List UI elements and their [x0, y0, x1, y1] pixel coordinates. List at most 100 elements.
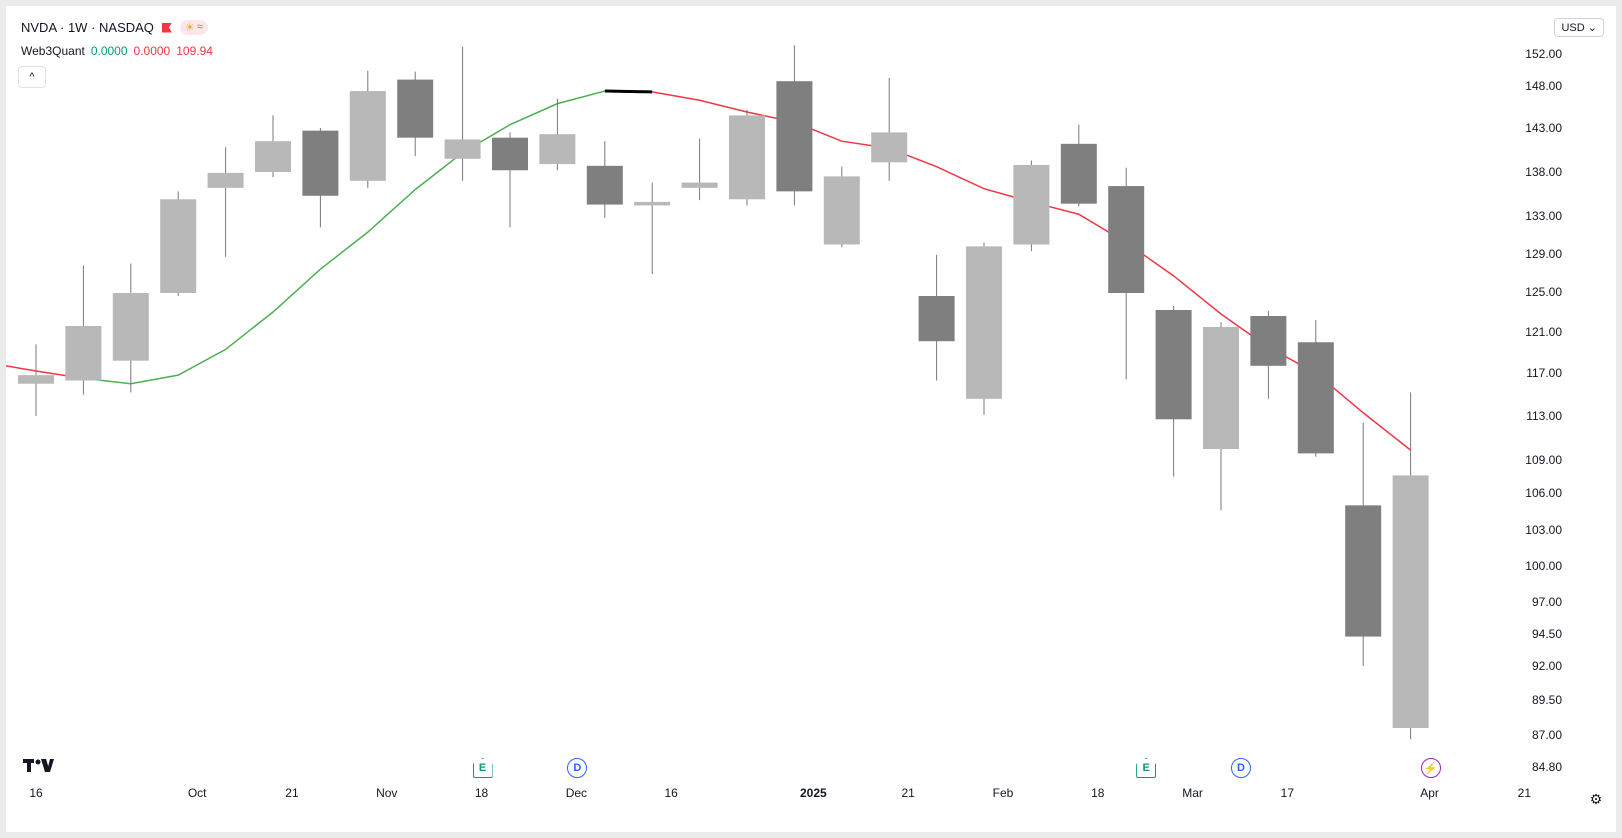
price-tick-label: 133.00	[1525, 209, 1562, 223]
price-tick-label: 103.00	[1525, 523, 1562, 537]
candle-body	[539, 134, 576, 165]
dividend-event-icon[interactable]: D	[567, 758, 588, 778]
candle[interactable]	[729, 109, 765, 206]
candle[interactable]	[349, 70, 386, 188]
candle-body	[1060, 143, 1097, 204]
candle[interactable]	[207, 147, 244, 257]
candle[interactable]	[65, 265, 102, 395]
indicator-name: Web3Quant	[21, 44, 85, 58]
candle-body	[160, 199, 197, 293]
price-tick-label: 89.50	[1532, 693, 1562, 707]
candle-body	[1155, 310, 1192, 420]
candle-body	[823, 176, 860, 245]
candle-body	[1345, 505, 1382, 637]
symbol-title[interactable]: NVDA · 1W · NASDAQ	[21, 20, 154, 35]
candle[interactable]	[18, 344, 54, 416]
wave-icon: ≈	[196, 21, 203, 33]
candle[interactable]	[302, 128, 339, 228]
flag-icon[interactable]	[161, 22, 172, 33]
candle[interactable]	[823, 166, 860, 248]
earnings-event-icon[interactable]: E	[1136, 758, 1157, 778]
candle[interactable]	[1108, 167, 1145, 380]
gear-icon[interactable]: ⚙	[1589, 791, 1603, 807]
tradingview-logo-icon[interactable]	[23, 756, 55, 776]
candle[interactable]	[1250, 311, 1287, 399]
lightning-event-icon[interactable]: ⚡	[1420, 758, 1441, 778]
indicator-value-1: 0.0000	[90, 44, 128, 58]
time-tick-label: Feb	[993, 786, 1014, 800]
candle-body	[1392, 475, 1429, 728]
price-tick-label: 92.00	[1532, 659, 1562, 673]
currency-label: USD	[1561, 22, 1585, 34]
candle[interactable]	[1013, 160, 1050, 252]
candle[interactable]	[966, 242, 1002, 415]
candle[interactable]	[1203, 322, 1239, 511]
candle-body	[255, 141, 291, 172]
candle-body	[444, 139, 481, 159]
candle-body	[18, 375, 54, 384]
price-tick-label: 125.00	[1525, 285, 1562, 299]
time-tick-label: Mar	[1182, 786, 1203, 800]
candle-body	[586, 165, 623, 205]
chevron-down-icon: ⌄	[1587, 22, 1597, 34]
time-tick-label: 21	[901, 786, 915, 800]
candle-body	[966, 246, 1002, 399]
candle[interactable]	[1297, 320, 1334, 457]
candle[interactable]	[539, 98, 576, 171]
price-tick-label: 143.00	[1525, 121, 1562, 135]
sun-icon: ☀	[184, 22, 195, 34]
price-tick-label: 94.50	[1532, 627, 1562, 641]
candle-body	[1250, 316, 1287, 366]
time-tick-label: 17	[1281, 786, 1295, 800]
candle[interactable]	[586, 141, 623, 218]
candle-body	[1013, 164, 1050, 245]
candle-body	[112, 293, 149, 361]
candle[interactable]	[444, 46, 481, 181]
moving-average-series	[6, 89, 1412, 451]
indicator-legend[interactable]: Web3Quant 0.0000 0.0000 109.94	[21, 44, 213, 58]
time-tick-label: 2025	[800, 786, 827, 800]
session-status-badge[interactable]: ☀ ≈	[179, 20, 208, 35]
time-tick-label: Nov	[376, 786, 397, 800]
candle[interactable]	[918, 254, 955, 381]
candle[interactable]	[255, 115, 291, 178]
candle-body	[871, 132, 908, 163]
price-chart[interactable]: 152.00 148.00 143.00 138.00 133.00 129.00 125.…	[6, 6, 1616, 832]
symbol-legend: NVDA · 1W · NASDAQ ☀ ≈	[21, 20, 208, 35]
time-tick-label: Apr	[1420, 786, 1439, 800]
collapse-legend-button[interactable]: ^	[18, 66, 46, 88]
candle-body	[918, 296, 955, 342]
price-tick-label: 117.00	[1526, 366, 1562, 380]
candle-body	[492, 137, 528, 171]
candle[interactable]	[160, 191, 197, 296]
chart-panel[interactable]: 152.00 148.00 143.00 138.00 133.00 129.00 125.…	[6, 6, 1616, 832]
candle[interactable]	[397, 71, 434, 157]
candle[interactable]	[1155, 306, 1192, 477]
candle[interactable]	[1345, 422, 1382, 666]
candle-body	[681, 182, 718, 188]
candle-body	[1108, 186, 1145, 293]
candles-series	[18, 45, 1429, 740]
candle[interactable]	[681, 138, 718, 201]
time-tick-label: 18	[475, 786, 489, 800]
candle[interactable]	[112, 263, 149, 393]
time-tick-label: 18	[1091, 786, 1105, 800]
currency-selector[interactable]: USD ⌄	[1554, 18, 1604, 37]
candle-body	[397, 79, 434, 138]
time-tick-label: 21	[1518, 786, 1532, 800]
dividend-event-icon[interactable]: D	[1230, 758, 1251, 778]
candle-body	[729, 115, 765, 200]
candle[interactable]	[871, 78, 908, 181]
candle[interactable]	[492, 132, 528, 228]
candle[interactable]	[1060, 124, 1097, 207]
earnings-event-icon[interactable]: E	[472, 758, 493, 778]
candle[interactable]	[776, 45, 813, 206]
price-tick-label: 100.00	[1525, 559, 1562, 573]
indicator-value-2: 0.0000	[133, 44, 171, 58]
candle-body	[349, 91, 386, 181]
candle[interactable]	[634, 182, 671, 274]
price-tick-label: 87.00	[1532, 728, 1562, 742]
price-tick-label: 148.00	[1525, 79, 1562, 93]
candle[interactable]	[1392, 392, 1429, 740]
price-tick-label: 113.00	[1526, 409, 1562, 423]
